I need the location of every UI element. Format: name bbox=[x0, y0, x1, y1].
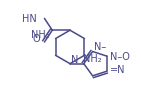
Text: =N: =N bbox=[110, 65, 125, 75]
Text: N: N bbox=[71, 55, 78, 65]
Text: HN: HN bbox=[22, 14, 37, 24]
Text: NH₂: NH₂ bbox=[31, 30, 50, 40]
Text: NH₂: NH₂ bbox=[83, 54, 102, 64]
Text: N–O: N–O bbox=[110, 52, 130, 62]
Text: N–: N– bbox=[94, 42, 106, 52]
Text: O: O bbox=[33, 34, 40, 44]
